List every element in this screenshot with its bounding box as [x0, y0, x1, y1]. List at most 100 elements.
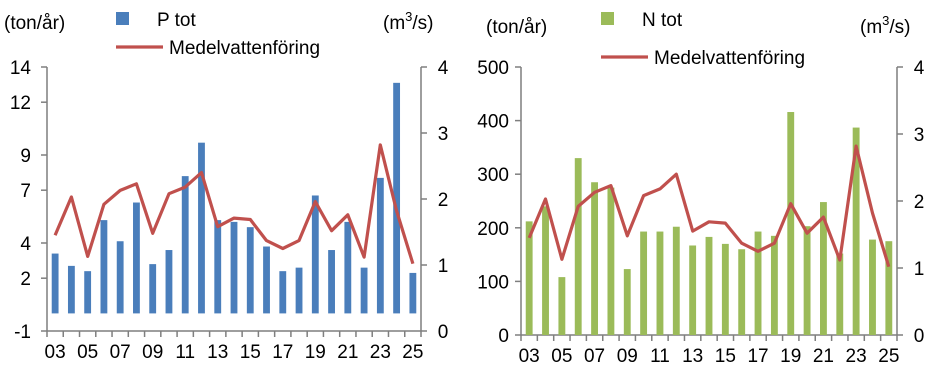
- bar-05: [558, 277, 566, 335]
- bar-12: [672, 226, 680, 335]
- x-tick-label: 25: [878, 346, 899, 367]
- bar-03: [51, 253, 59, 314]
- bar-21: [820, 202, 827, 335]
- right-tick-label: 3: [438, 124, 449, 145]
- bar-19: [311, 195, 319, 314]
- bar-07: [591, 182, 598, 335]
- bar-14: [705, 236, 713, 335]
- right-tick-label: 2: [438, 190, 449, 211]
- bar-10: [165, 250, 173, 314]
- x-tick-label: 19: [780, 346, 801, 367]
- x-tick-label: 23: [846, 346, 867, 367]
- x-tick-label: 25: [402, 342, 423, 363]
- left-unit-label: (ton/år): [4, 13, 65, 34]
- bar-06: [574, 158, 582, 335]
- bar-05: [84, 271, 92, 314]
- left-tick-label: 12: [10, 93, 31, 114]
- bar-11: [181, 176, 189, 314]
- bar-25: [409, 272, 417, 314]
- bar-15: [721, 243, 729, 335]
- left-tick-label: -1: [14, 322, 31, 343]
- right-tick-label: 3: [914, 125, 925, 146]
- x-tick-label: 21: [337, 342, 358, 363]
- x-tick-label: 03: [519, 346, 540, 367]
- bar-15: [246, 227, 254, 314]
- bar-04: [67, 265, 75, 314]
- legend-bar-label: N tot: [642, 10, 683, 31]
- bar-19: [787, 112, 795, 335]
- x-tick-label: 09: [617, 346, 638, 367]
- bar-23: [852, 127, 860, 336]
- right-tick-label: 1: [914, 259, 925, 280]
- x-tick-label: 13: [682, 346, 703, 367]
- x-tick-label: 05: [77, 342, 98, 363]
- bar-17: [754, 231, 762, 335]
- bar-16: [738, 249, 746, 335]
- x-tick-label: 15: [715, 346, 736, 367]
- left-tick-label: 2: [20, 269, 31, 290]
- bar-22: [360, 267, 368, 314]
- bar-14: [230, 221, 238, 314]
- bar-17: [279, 271, 287, 314]
- left-tick-label: 300: [477, 165, 509, 186]
- right-tick-label: 2: [914, 192, 925, 213]
- left-tick-label: 14: [10, 58, 32, 79]
- bar-03: [525, 221, 533, 335]
- x-tick-label: 17: [747, 346, 768, 367]
- x-tick-label: 21: [813, 346, 834, 367]
- bar-20: [328, 250, 335, 314]
- bar-24: [869, 239, 876, 335]
- bar-18: [295, 267, 303, 314]
- bar-24: [393, 82, 401, 314]
- bar-16: [263, 246, 270, 314]
- bar-20: [803, 226, 811, 335]
- right-tick-label: 1: [438, 256, 449, 277]
- bar-23: [376, 177, 384, 314]
- bar-13: [214, 220, 222, 314]
- right-unit-label: (m3/s): [860, 13, 911, 38]
- legend-bar-label: P tot: [157, 10, 196, 31]
- right-tick-label: 0: [438, 322, 449, 343]
- bar-04: [542, 206, 549, 335]
- left-tick-label: 400: [477, 112, 509, 133]
- bar-18: [770, 235, 778, 335]
- x-tick-label: 07: [584, 346, 605, 367]
- line-medelvattenforing: [53, 143, 415, 265]
- left-tick-label: 100: [477, 272, 509, 293]
- bar-21: [344, 221, 352, 314]
- x-tick-label: 19: [305, 342, 326, 363]
- right-tick-label: 0: [914, 326, 925, 347]
- bar-09: [149, 264, 157, 314]
- x-tick-label: 13: [207, 342, 228, 363]
- bar-08: [133, 202, 140, 314]
- bar-07: [116, 241, 124, 314]
- right-tick-label: 4: [914, 58, 925, 79]
- bar-22: [836, 253, 844, 335]
- legend-bar-swatch: [116, 12, 129, 25]
- x-tick-label: 03: [45, 342, 66, 363]
- left-tick-label: 200: [477, 219, 509, 240]
- x-tick-label: 23: [370, 342, 391, 363]
- x-tick-label: 11: [650, 346, 670, 367]
- bar-06: [100, 220, 108, 314]
- bar-13: [689, 245, 697, 335]
- legend-line-label: Medelvattenföring: [654, 48, 805, 69]
- x-tick-label: 07: [110, 342, 131, 363]
- bar-08: [607, 187, 615, 335]
- left-tick-label: 4: [20, 234, 31, 255]
- bar-11: [656, 231, 664, 335]
- right-unit-label: (m3/s): [383, 9, 434, 34]
- bar-09: [623, 269, 631, 335]
- x-tick-label: 17: [272, 342, 293, 363]
- bar-12: [198, 142, 205, 314]
- left-unit-label: (ton/år): [486, 17, 547, 38]
- bar-10: [640, 231, 648, 335]
- x-tick-label: 05: [551, 346, 572, 367]
- right-tick-label: 4: [438, 58, 449, 79]
- left-tick-label: 500: [477, 58, 509, 79]
- x-tick-label: 15: [240, 342, 261, 363]
- left-tick-label: 9: [20, 146, 31, 167]
